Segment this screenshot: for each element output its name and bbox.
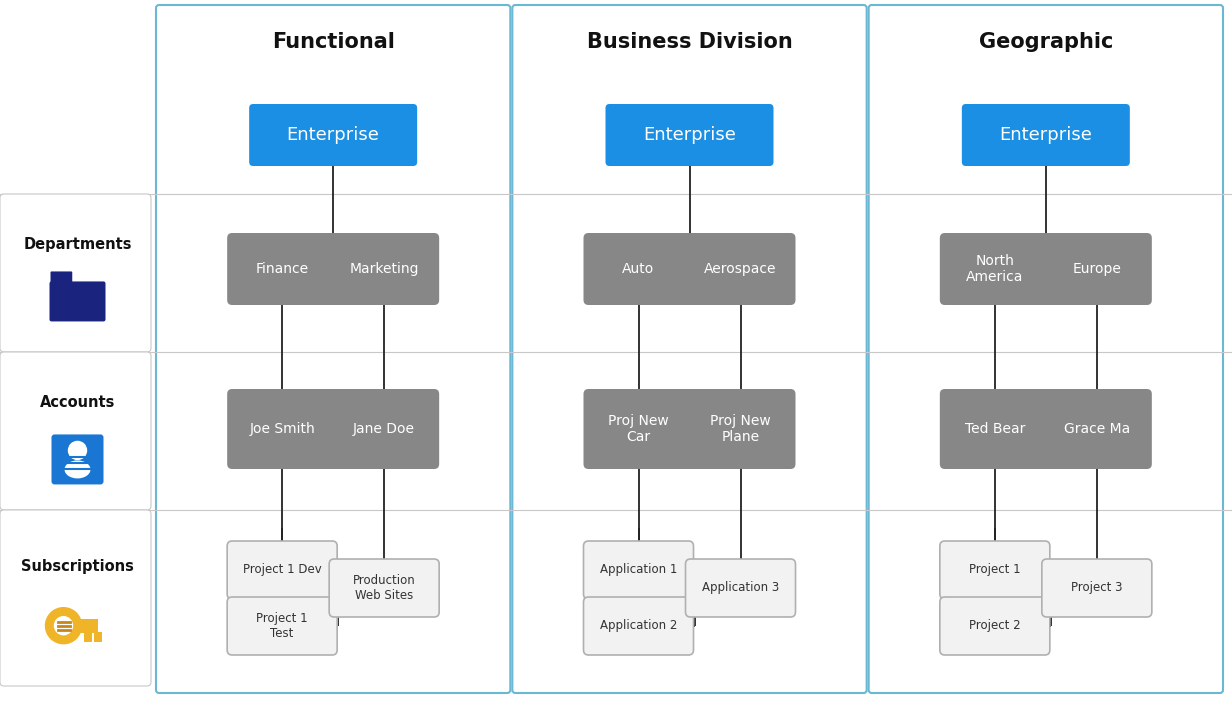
Text: Project 2: Project 2	[970, 620, 1020, 633]
Bar	[64, 619, 97, 633]
FancyBboxPatch shape	[0, 510, 152, 686]
FancyBboxPatch shape	[685, 559, 796, 617]
FancyBboxPatch shape	[329, 389, 439, 469]
Text: Project 3: Project 3	[1071, 582, 1122, 595]
FancyBboxPatch shape	[584, 597, 694, 655]
Text: Project 1 Dev: Project 1 Dev	[243, 563, 322, 577]
Text: Application 2: Application 2	[600, 620, 678, 633]
Text: Departments: Departments	[23, 237, 132, 252]
Text: Enterprise: Enterprise	[999, 126, 1093, 144]
FancyBboxPatch shape	[249, 104, 418, 166]
Circle shape	[69, 441, 86, 459]
FancyBboxPatch shape	[685, 389, 796, 469]
FancyBboxPatch shape	[49, 282, 106, 322]
FancyBboxPatch shape	[584, 389, 694, 469]
FancyBboxPatch shape	[156, 5, 510, 693]
FancyBboxPatch shape	[329, 559, 439, 617]
FancyBboxPatch shape	[940, 233, 1050, 305]
FancyBboxPatch shape	[227, 389, 338, 469]
Text: Application 1: Application 1	[600, 563, 678, 577]
FancyBboxPatch shape	[51, 272, 73, 286]
FancyBboxPatch shape	[869, 5, 1223, 693]
FancyBboxPatch shape	[52, 435, 103, 484]
FancyBboxPatch shape	[940, 541, 1050, 599]
Bar	[84, 632, 91, 641]
Bar	[94, 632, 101, 641]
Text: Business Division: Business Division	[586, 32, 792, 52]
FancyBboxPatch shape	[962, 104, 1130, 166]
FancyBboxPatch shape	[227, 597, 338, 655]
Text: Proj New
Car: Proj New Car	[609, 414, 669, 444]
FancyBboxPatch shape	[0, 352, 152, 510]
Text: Production
Web Sites: Production Web Sites	[352, 574, 415, 602]
FancyBboxPatch shape	[513, 5, 866, 693]
FancyBboxPatch shape	[329, 233, 439, 305]
Text: Accounts: Accounts	[39, 395, 115, 410]
FancyBboxPatch shape	[584, 233, 694, 305]
Text: Proj New
Plane: Proj New Plane	[710, 414, 771, 444]
Ellipse shape	[64, 460, 90, 478]
FancyBboxPatch shape	[1042, 389, 1152, 469]
Circle shape	[46, 608, 81, 644]
FancyBboxPatch shape	[0, 194, 152, 352]
Text: Application 3: Application 3	[702, 582, 779, 595]
FancyBboxPatch shape	[940, 389, 1050, 469]
Text: Joe Smith: Joe Smith	[249, 422, 315, 436]
Text: Enterprise: Enterprise	[287, 126, 379, 144]
Text: Functional: Functional	[272, 32, 394, 52]
Text: Geographic: Geographic	[978, 32, 1112, 52]
Text: North
America: North America	[966, 254, 1024, 284]
Circle shape	[54, 617, 73, 635]
Text: Subscriptions: Subscriptions	[21, 559, 134, 574]
FancyBboxPatch shape	[685, 233, 796, 305]
FancyBboxPatch shape	[584, 541, 694, 599]
Text: Aerospace: Aerospace	[705, 262, 776, 276]
FancyBboxPatch shape	[227, 541, 338, 599]
Text: Project 1: Project 1	[970, 563, 1020, 577]
Text: Ted Bear: Ted Bear	[965, 422, 1025, 436]
Text: Grace Ma: Grace Ma	[1063, 422, 1130, 436]
FancyBboxPatch shape	[227, 233, 338, 305]
Text: Marketing: Marketing	[350, 262, 419, 276]
Text: Jane Doe: Jane Doe	[354, 422, 415, 436]
Text: Europe: Europe	[1072, 262, 1121, 276]
Text: Finance: Finance	[255, 262, 309, 276]
Text: Auto: Auto	[622, 262, 654, 276]
FancyBboxPatch shape	[1042, 559, 1152, 617]
Text: Enterprise: Enterprise	[643, 126, 736, 144]
FancyBboxPatch shape	[1042, 233, 1152, 305]
FancyBboxPatch shape	[605, 104, 774, 166]
FancyBboxPatch shape	[940, 597, 1050, 655]
Text: Project 1
Test: Project 1 Test	[256, 612, 308, 640]
